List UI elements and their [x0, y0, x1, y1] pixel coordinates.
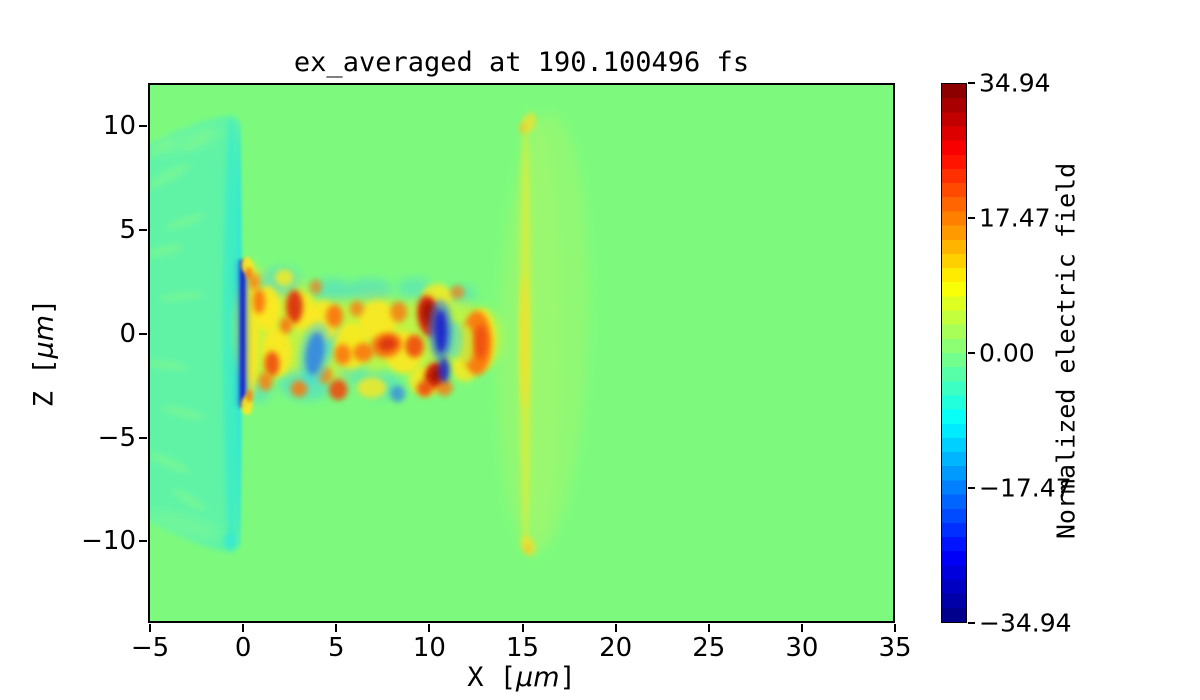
x-axis-tick-label: 30 — [785, 633, 819, 663]
colorbar-tick — [968, 82, 975, 84]
colorbar-label: Normalized electric field — [1051, 162, 1081, 540]
y-axis-tick-label: 0 — [119, 318, 136, 349]
field-blob — [450, 285, 465, 299]
field-blob — [274, 269, 294, 286]
y-axis-tick-label: −10 — [81, 526, 136, 557]
field-blob — [286, 290, 303, 324]
field-blob — [245, 267, 253, 280]
x-axis-tick-label: 35 — [878, 633, 912, 663]
x-axis-tick — [707, 624, 710, 632]
field-blob — [159, 291, 204, 302]
colorbar-tick-label: 34.94 — [979, 68, 1051, 98]
field-blob — [161, 405, 206, 420]
field-blob — [519, 122, 526, 134]
x-axis-tick-label: 5 — [328, 633, 345, 663]
field-blob — [429, 367, 441, 384]
x-axis-tick-label: 25 — [692, 633, 726, 663]
field-blob — [313, 278, 352, 302]
field-blob — [349, 300, 364, 317]
plot-title: ex_averaged at 190.100496 fs — [293, 47, 750, 78]
field-blob — [438, 357, 450, 383]
field-blob — [334, 344, 352, 365]
y-axis-tick — [139, 228, 147, 231]
y-axis-tick — [139, 540, 147, 543]
field-blob — [173, 489, 206, 511]
field-blob — [305, 331, 325, 376]
field-blob — [148, 452, 190, 473]
colorbar — [941, 83, 967, 623]
x-axis-tick — [800, 624, 803, 632]
x-axis-tick — [335, 624, 338, 632]
field-blob — [148, 244, 184, 257]
field-blob — [165, 213, 205, 230]
field-blob — [520, 275, 529, 409]
x-axis-tick-label: 0 — [234, 633, 252, 663]
field-blob — [148, 510, 220, 539]
y-axis-label: Z [μm] — [28, 298, 60, 408]
y-axis-tick — [139, 436, 147, 439]
colorbar-tick — [968, 352, 975, 354]
field-layer — [148, 83, 895, 623]
field-blob — [184, 130, 213, 151]
field-blob — [523, 544, 531, 554]
colorbar-tick — [968, 622, 975, 624]
x-axis-tick-label: 20 — [599, 633, 633, 663]
y-axis-tick — [139, 124, 147, 127]
field-blob — [358, 300, 396, 342]
field-blob — [258, 372, 273, 391]
colorbar-tick — [968, 217, 975, 219]
x-axis-tick-label: −5 — [130, 633, 170, 663]
field-blob — [148, 359, 188, 371]
x-axis-tick-label: 10 — [412, 633, 446, 663]
colorbar-tick-label: −34.94 — [979, 608, 1072, 638]
x-axis-tick — [242, 624, 245, 632]
x-axis-tick — [149, 624, 152, 632]
field-blob — [390, 385, 406, 403]
heatmap-plot — [148, 83, 895, 623]
field-blob — [356, 377, 387, 399]
field-blob — [378, 337, 397, 352]
field-blob — [326, 304, 343, 328]
y-axis-tick-label: 5 — [119, 214, 136, 245]
colorbar-tick-label: −17.47 — [979, 473, 1072, 503]
y-axis-tick-label: −5 — [97, 422, 136, 453]
field-blob — [148, 140, 173, 158]
field-blob — [474, 324, 487, 360]
x-axis-tick — [894, 624, 896, 632]
colorbar-tick-label: 0.00 — [979, 338, 1035, 368]
x-axis-tick — [521, 624, 524, 632]
colorbar-tick-label: 17.47 — [979, 203, 1051, 233]
x-axis-tick — [428, 624, 431, 632]
field-blob — [328, 379, 348, 401]
x-axis-tick — [614, 624, 617, 632]
field-blob — [223, 115, 241, 552]
field-blob — [245, 389, 253, 403]
field-stripe — [239, 259, 246, 408]
y-axis-tick — [139, 332, 147, 335]
field-blob — [148, 163, 191, 189]
field-blob — [248, 273, 260, 291]
field-blob — [434, 309, 448, 354]
x-axis-label: X [μm] — [467, 662, 576, 693]
field-blob — [279, 317, 293, 334]
field-blob — [390, 301, 408, 323]
field-blob — [290, 380, 308, 398]
field-blob — [309, 279, 322, 295]
field-blob — [353, 343, 374, 362]
field-blob — [416, 380, 433, 397]
field-blob — [405, 334, 424, 358]
x-axis-tick-label: 15 — [505, 633, 540, 663]
field-blob — [252, 289, 266, 314]
field-blob — [347, 278, 393, 302]
y-axis-tick-label: 10 — [102, 110, 136, 141]
field-blob — [223, 533, 237, 550]
colorbar-tick — [968, 487, 975, 489]
field-blob — [264, 351, 280, 377]
field-blob — [338, 362, 368, 384]
